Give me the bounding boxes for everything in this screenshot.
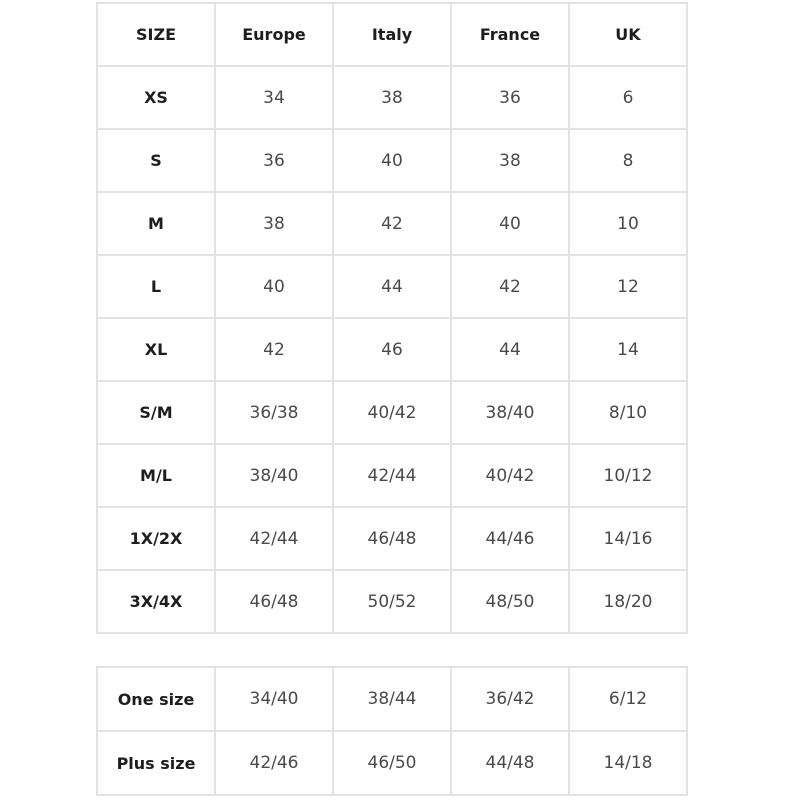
table-cell: 36/42 [450, 666, 570, 732]
table-cell: 46 [332, 317, 452, 382]
table-cell: 44 [450, 317, 570, 382]
row-header: M [96, 191, 216, 256]
row-header: XL [96, 317, 216, 382]
table-cell: 40/42 [450, 443, 570, 508]
column-header: Italy [332, 2, 452, 67]
table-row: One size 34/40 38/44 36/42 6/12 [96, 666, 688, 732]
table-cell: 40 [214, 254, 334, 319]
row-header: 3X/4X [96, 569, 216, 634]
table-cell: 48/50 [450, 569, 570, 634]
table-cell: 40/42 [332, 380, 452, 445]
table-cell: 46/48 [214, 569, 334, 634]
table-cell: 8/10 [568, 380, 688, 445]
table-row: Plus size 42/46 46/50 44/48 14/18 [96, 730, 688, 796]
table-cell: 38 [214, 191, 334, 256]
table-row: 1X/2X 42/44 46/48 44/46 14/16 [96, 506, 688, 571]
row-header: L [96, 254, 216, 319]
table-cell: 10/12 [568, 443, 688, 508]
row-header: One size [96, 666, 216, 732]
table-cell: 44/46 [450, 506, 570, 571]
table-cell: 38/40 [214, 443, 334, 508]
size-conversion-table: SIZE Europe Italy France UK XS 34 38 36 6 S 36 40 38 8… [96, 2, 688, 634]
row-header: 1X/2X [96, 506, 216, 571]
table-cell: 38/40 [450, 380, 570, 445]
table-cell: 38/44 [332, 666, 452, 732]
special-size-table: One size 34/40 38/44 36/42 6/12 Plus size 42/4… [96, 666, 688, 796]
table-cell: 40 [332, 128, 452, 193]
table-cell: 38 [332, 65, 452, 130]
table-cell: 36 [450, 65, 570, 130]
table-cell: 42/44 [214, 506, 334, 571]
table-row: S 36 40 38 8 [96, 128, 688, 193]
row-header: S [96, 128, 216, 193]
table-cell: 36 [214, 128, 334, 193]
column-header: France [450, 2, 570, 67]
table-cell: 42 [214, 317, 334, 382]
table-cell: 42 [450, 254, 570, 319]
row-header: S/M [96, 380, 216, 445]
table-cell: 12 [568, 254, 688, 319]
table-cell: 6/12 [568, 666, 688, 732]
table-row: L 40 44 42 12 [96, 254, 688, 319]
table-row: XS 34 38 36 6 [96, 65, 688, 130]
column-header: UK [568, 2, 688, 67]
table-cell: 46/50 [332, 730, 452, 796]
table-cell: 50/52 [332, 569, 452, 634]
table-row: S/M 36/38 40/42 38/40 8/10 [96, 380, 688, 445]
table-cell: 38 [450, 128, 570, 193]
column-header: Europe [214, 2, 334, 67]
table-cell: 6 [568, 65, 688, 130]
table-cell: 14 [568, 317, 688, 382]
row-header: Plus size [96, 730, 216, 796]
column-header: SIZE [96, 2, 216, 67]
table-cell: 42/44 [332, 443, 452, 508]
table-cell: 40 [450, 191, 570, 256]
table-cell: 14/16 [568, 506, 688, 571]
table-cell: 34/40 [214, 666, 334, 732]
table-cell: 34 [214, 65, 334, 130]
table-cell: 14/18 [568, 730, 688, 796]
table-cell: 8 [568, 128, 688, 193]
row-header: M/L [96, 443, 216, 508]
table-cell: 42/46 [214, 730, 334, 796]
table-row: M 38 42 40 10 [96, 191, 688, 256]
header-row: SIZE Europe Italy France UK [96, 2, 688, 67]
table-cell: 44/48 [450, 730, 570, 796]
table-cell: 44 [332, 254, 452, 319]
table-row: XL 42 46 44 14 [96, 317, 688, 382]
row-header: XS [96, 65, 216, 130]
table-cell: 42 [332, 191, 452, 256]
table-row: M/L 38/40 42/44 40/42 10/12 [96, 443, 688, 508]
table-cell: 10 [568, 191, 688, 256]
table-cell: 36/38 [214, 380, 334, 445]
table-row: 3X/4X 46/48 50/52 48/50 18/20 [96, 569, 688, 634]
table-cell: 18/20 [568, 569, 688, 634]
table-cell: 46/48 [332, 506, 452, 571]
